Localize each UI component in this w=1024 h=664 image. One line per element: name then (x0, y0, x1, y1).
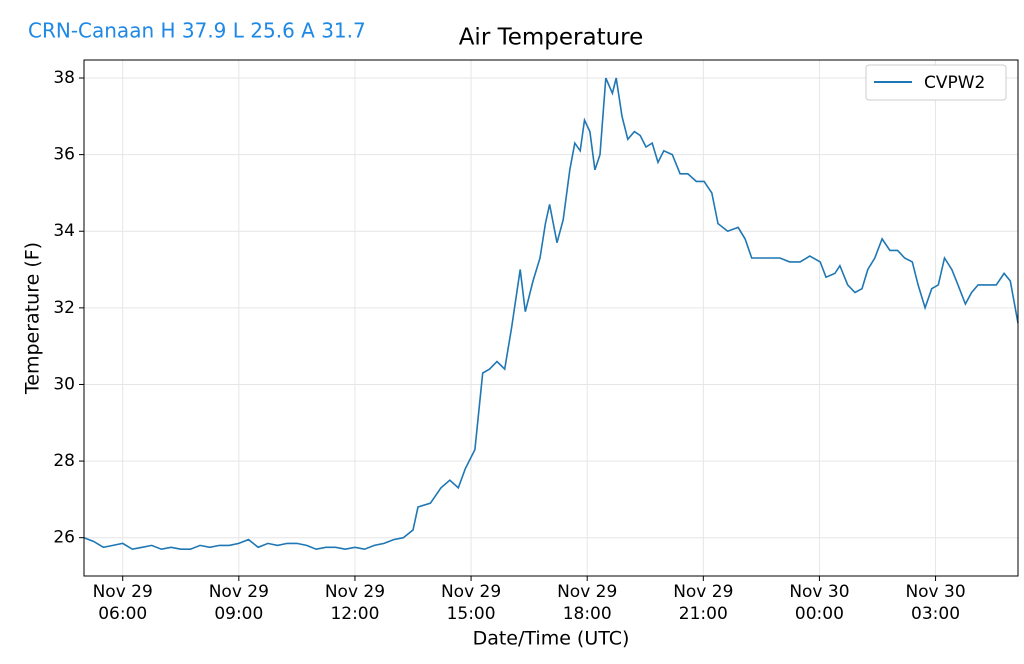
y-tick-label: 34 (53, 221, 75, 241)
x-tick-label: Nov 30 03:00 (905, 582, 965, 624)
chart-title: Air Temperature (459, 25, 644, 51)
station-summary: CRN-Canaan H 37.9 L 25.6 A 31.7 (28, 19, 366, 43)
legend-label: CVPW2 (924, 73, 985, 93)
x-tick-label: Nov 29 15:00 (441, 582, 501, 624)
x-tick-label: Nov 29 09:00 (209, 582, 269, 624)
plot-frame (83, 59, 1019, 577)
y-tick-label: 28 (53, 451, 75, 471)
x-tick-label: Nov 29 18:00 (557, 582, 617, 624)
legend-box (865, 64, 1007, 101)
line (83, 77, 1019, 551)
x-tick-label: Nov 29 06:00 (93, 582, 153, 624)
x-tick-label: Nov 29 21:00 (673, 582, 733, 624)
y-tick-label: 36 (53, 145, 75, 165)
x-axis-label: Date/Time (UTC) (473, 628, 630, 650)
y-tick-label: 38 (53, 68, 75, 88)
y-tick-label: 30 (53, 374, 75, 394)
x-tick-label: Nov 29 12:00 (325, 582, 385, 624)
x-tick-label: Nov 30 00:00 (789, 582, 849, 624)
y-tick-label: 32 (53, 298, 75, 318)
y-tick-label: 26 (53, 528, 75, 548)
y-axis-label: Temperature (F) (22, 242, 44, 395)
